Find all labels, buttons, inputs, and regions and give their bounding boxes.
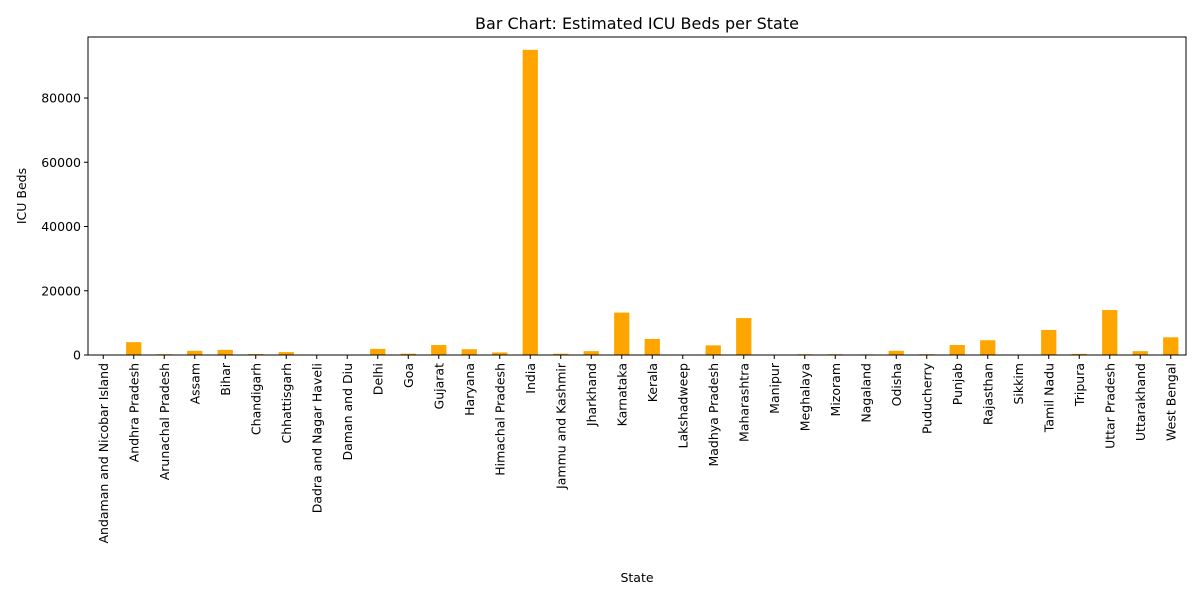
bar-odisha [888, 350, 904, 355]
bar-madhya-pradesh [705, 345, 721, 355]
x-tick-label: Bihar [218, 362, 233, 396]
x-tick-label: Arunachal Pradesh [157, 363, 172, 480]
bar-haryana [461, 349, 477, 355]
x-tick-label: Odisha [889, 363, 904, 406]
bar-delhi [370, 348, 386, 355]
x-tick-label: Andaman and Nicobar Island [96, 363, 111, 544]
x-tick-label: Puducherry [919, 362, 934, 434]
x-tick-label: Karnataka [614, 363, 629, 426]
y-tick-label: 60000 [41, 155, 81, 170]
x-tick-label: Assam [187, 363, 202, 404]
x-tick-label: Mizoram [828, 363, 843, 416]
x-tick-label: Kerala [645, 363, 660, 402]
bar-tripura [1071, 353, 1087, 355]
bars-group [95, 49, 1179, 356]
x-tick-label: Tripura [1072, 363, 1087, 407]
bar-bihar [217, 349, 233, 355]
bar-gujarat [431, 345, 447, 355]
bar-punjab [949, 345, 965, 355]
bar-maharashtra [736, 318, 752, 355]
bar-goa [400, 353, 416, 355]
bar-himachal-pradesh [492, 352, 508, 355]
x-tick-label: Daman and Diu [340, 363, 355, 461]
x-tick-label: Uttar Pradesh [1102, 363, 1117, 449]
bar-jammu-and-kashmir [553, 353, 569, 355]
x-tick-label: Lakshadweep [675, 363, 690, 448]
bar-uttar-pradesh [1102, 310, 1118, 355]
x-tick-label: Goa [401, 363, 416, 388]
bar-uttarakhand [1132, 351, 1148, 355]
bar-india [522, 49, 538, 356]
x-tick-label: Sikkim [1011, 363, 1026, 405]
x-tick-label: Himachal Pradesh [492, 363, 507, 476]
x-tick-label: Chhattisgarh [279, 363, 294, 443]
x-axis-label: State [620, 570, 653, 585]
y-tick-label: 20000 [41, 283, 81, 298]
bar-rajasthan [980, 340, 996, 355]
bar-west-bengal [1163, 337, 1179, 355]
bar-kerala [644, 338, 660, 355]
bar-andhra-pradesh [126, 342, 142, 355]
y-axis: 0 20000 40000 60000 80000 [41, 91, 88, 363]
x-tick-label: Meghalaya [797, 363, 812, 431]
x-tick-label: Madhya Pradesh [706, 363, 721, 467]
bar-tamil-nadu [1041, 329, 1057, 355]
x-tick-label: Delhi [370, 363, 385, 395]
x-tick-label: Tamil Nadu [1041, 363, 1056, 433]
x-tick-label: Chandigarh [248, 363, 263, 435]
x-tick-label: Jammu and Kashmir [553, 362, 568, 490]
x-tick-label: Uttarakhand [1133, 363, 1148, 441]
bar-jharkhand [583, 351, 599, 355]
x-axis: Andaman and Nicobar Island Andhra Pradesh… [96, 355, 1178, 544]
y-axis-label: ICU Beds [14, 168, 29, 224]
x-tick-label: West Bengal [1163, 363, 1178, 441]
bar-karnataka [614, 312, 630, 355]
chart-title: Bar Chart: Estimated ICU Beds per State [475, 14, 799, 33]
x-tick-label: Rajasthan [980, 363, 995, 425]
x-tick-label: Punjab [950, 363, 965, 405]
x-tick-label: Gujarat [431, 363, 446, 410]
x-tick-label: Manipur [767, 362, 782, 414]
bar-assam [187, 350, 203, 355]
x-tick-label: Dadra and Nagar Haveli [309, 363, 324, 513]
y-tick-label: 80000 [41, 91, 81, 106]
x-tick-label: Jharkhand [584, 363, 599, 427]
x-tick-label: Andhra Pradesh [126, 363, 141, 462]
y-tick-label: 0 [73, 348, 81, 363]
x-tick-label: Nagaland [858, 363, 873, 423]
plot-frame [87, 36, 1187, 356]
bar-chhattisgarh [278, 352, 294, 355]
x-tick-label: India [523, 363, 538, 394]
y-tick-label: 40000 [41, 219, 81, 234]
x-tick-label: Haryana [462, 363, 477, 416]
x-tick-label: Maharashtra [736, 363, 751, 442]
